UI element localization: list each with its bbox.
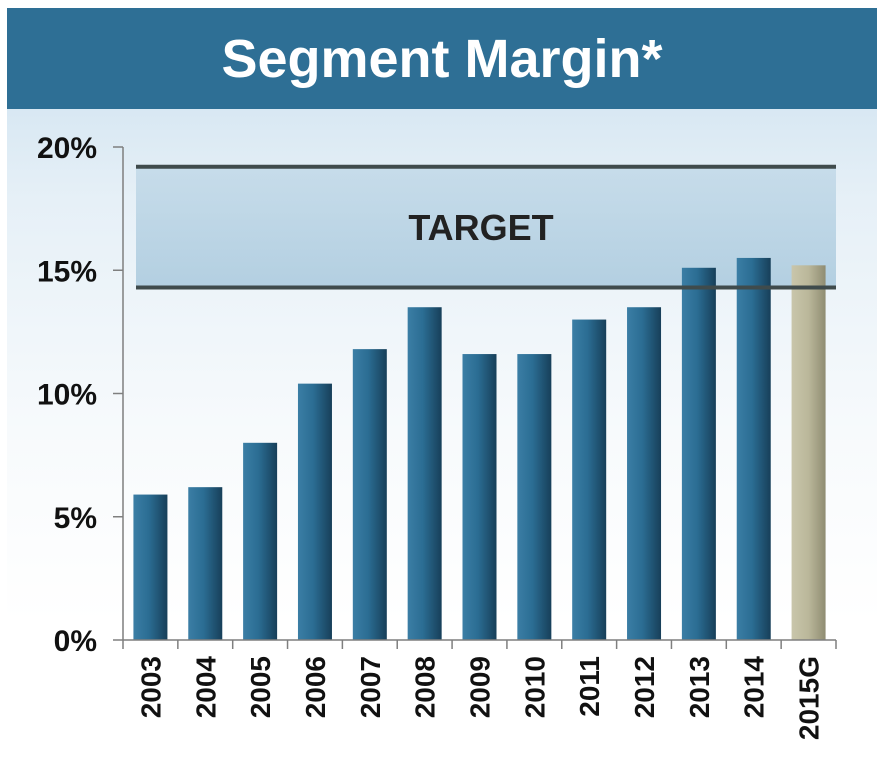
y-tick-label-20: 20% xyxy=(37,132,97,165)
bar-2007 xyxy=(352,349,387,640)
x-tick-label-2008: 2008 xyxy=(410,656,441,718)
y-tick-label-0: 0% xyxy=(54,625,97,658)
x-tick-label-2005: 2005 xyxy=(245,656,276,718)
x-tick-label-2014: 2014 xyxy=(739,656,770,719)
chart-title: Segment Margin* xyxy=(221,28,663,89)
x-tick-label-2011: 2011 xyxy=(574,656,605,717)
bar-2008 xyxy=(407,307,442,640)
bar-2012 xyxy=(627,307,662,640)
bar-2013 xyxy=(681,267,716,640)
bar-2005 xyxy=(243,442,278,640)
bar-2015g xyxy=(791,265,826,640)
y-tick-label-15: 15% xyxy=(37,255,97,288)
x-tick-label-2010: 2010 xyxy=(519,656,550,718)
x-tick-label-2006: 2006 xyxy=(300,656,331,718)
x-tick-label-2007: 2007 xyxy=(355,656,386,718)
x-tick-label-2003: 2003 xyxy=(135,656,166,718)
y-tick-label-10: 10% xyxy=(37,379,97,412)
x-tick-label-2012: 2012 xyxy=(629,656,660,718)
x-tick-label-2015g: 2015G xyxy=(794,656,825,740)
bar-2010 xyxy=(517,354,552,640)
bar-2003 xyxy=(133,494,168,640)
bar-2009 xyxy=(462,354,497,640)
bar-2004 xyxy=(188,487,223,640)
chart-frame: Segment Margin* xyxy=(7,8,877,776)
x-tick-label-2013: 2013 xyxy=(684,656,715,718)
title-bar: Segment Margin* xyxy=(7,8,877,109)
target-band-label: TARGET xyxy=(408,207,553,248)
x-tick-label-2009: 2009 xyxy=(465,656,496,718)
y-tick-label-5: 5% xyxy=(54,502,97,535)
bar-2011 xyxy=(572,319,607,640)
bar-2006 xyxy=(297,383,332,640)
bar-2014 xyxy=(736,257,771,640)
target-band xyxy=(136,166,836,288)
x-tick-label-2004: 2004 xyxy=(190,656,221,719)
